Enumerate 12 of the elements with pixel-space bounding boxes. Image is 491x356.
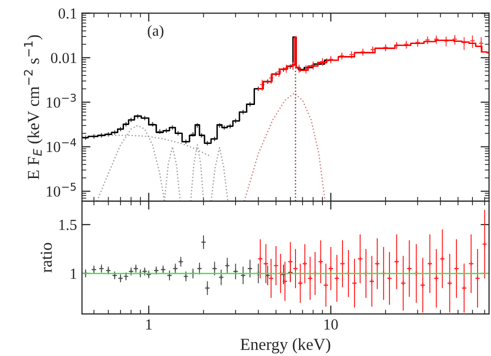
annotation: (a)	[148, 25, 164, 39]
y-tick-label: 10$^{−3}$	[46, 94, 76, 108]
y-tick-label: 1.5	[59, 220, 77, 230]
y-axis-title: ratio	[40, 242, 52, 273]
y-tick-label: 10$^{−5}$	[46, 182, 76, 197]
x-axis-title: Energy (keV)	[240, 338, 330, 354]
y-axis-title: E F$_{E}$ (keV cm$^{−2}$ s$^{−1}$)	[24, 35, 42, 180]
y-tick-label: 1	[70, 268, 76, 279]
y-tick-label: 0.01	[50, 52, 76, 64]
y-tick-label: 0.1	[58, 8, 76, 19]
x-tick-label: 10	[324, 319, 338, 330]
y-tick-label: 10$^{−4}$	[46, 138, 76, 152]
